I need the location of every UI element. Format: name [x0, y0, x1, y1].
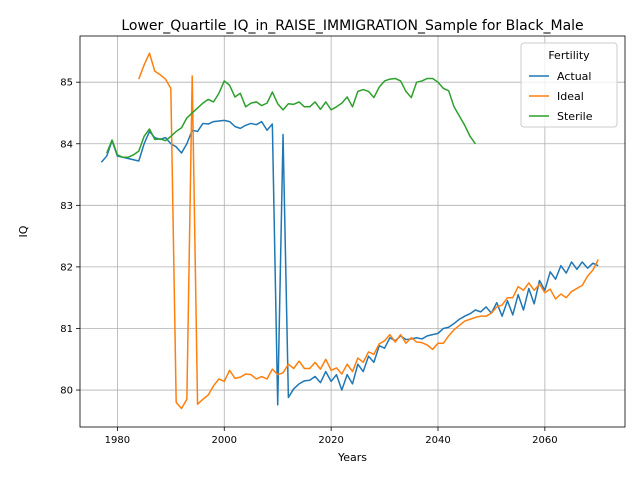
- y-tick-label: 83: [60, 201, 73, 212]
- x-tick-label: 1980: [105, 435, 130, 446]
- legend-label: Ideal: [557, 90, 584, 103]
- chart-title: Lower_Quartile_IQ_in_RAISE_IMMIGRATION_S…: [121, 18, 583, 34]
- legend-box: [520, 42, 618, 128]
- x-tick-label: 2000: [212, 435, 237, 446]
- legend-label: Actual: [557, 70, 591, 83]
- x-axis-ticks: 1980 2000 2020 2040 2060: [105, 427, 558, 446]
- y-tick-label: 84: [60, 139, 73, 150]
- grid-lines: [80, 36, 625, 427]
- series-lines: [100, 52, 599, 410]
- legend-items: Actual Ideal Sterile: [529, 70, 593, 123]
- series-line-actual: [100, 119, 599, 406]
- legend-item-actual: Actual: [529, 70, 591, 83]
- y-tick-label: 81: [60, 324, 73, 335]
- series-line-sterile: [106, 77, 476, 159]
- y-tick-label: 82: [60, 262, 73, 273]
- x-tick-label: 2060: [532, 435, 557, 446]
- legend: Fertility Actual Ideal Sterile: [520, 42, 618, 128]
- x-axis-label: Years: [337, 451, 367, 464]
- series-line-ideal: [138, 52, 599, 410]
- y-axis-ticks: 80 81 82 83 84 85: [60, 78, 80, 397]
- plot-frame: [79, 35, 626, 428]
- y-tick-label: 80: [60, 386, 73, 397]
- legend-title: Fertility: [548, 49, 590, 62]
- legend-label: Sterile: [557, 110, 593, 123]
- x-tick-label: 2020: [318, 435, 343, 446]
- y-tick-label: 85: [60, 78, 73, 89]
- x-tick-label: 2040: [425, 435, 450, 446]
- legend-item-ideal: Ideal: [529, 90, 584, 103]
- y-axis-label: IQ: [17, 225, 30, 237]
- legend-item-sterile: Sterile: [529, 110, 593, 123]
